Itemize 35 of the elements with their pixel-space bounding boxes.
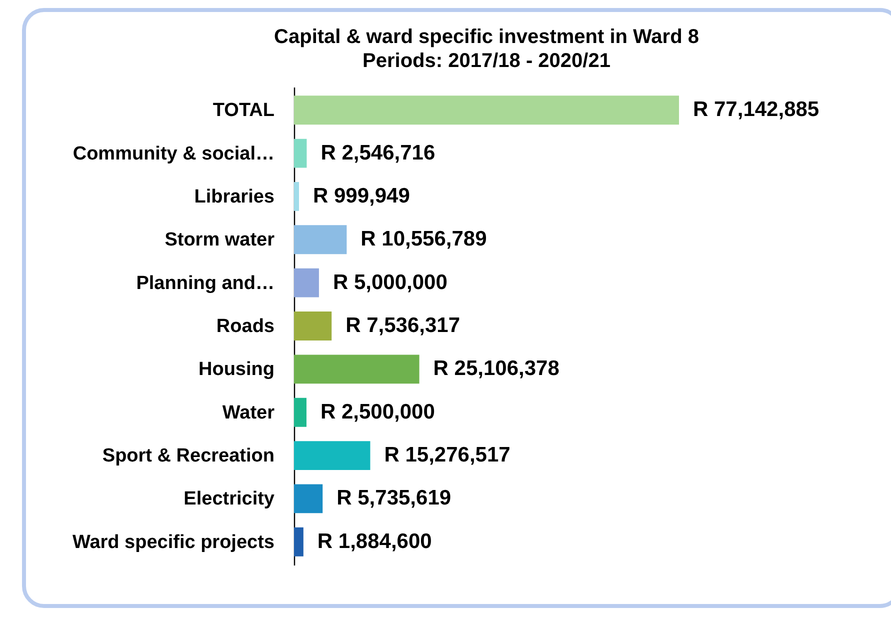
bar xyxy=(294,354,420,384)
bar xyxy=(294,312,332,340)
chart-title: Capital & ward specific investment in Ward 8 xyxy=(274,26,699,48)
bar xyxy=(294,398,306,427)
y-tick-label: Planning and… xyxy=(136,272,274,294)
y-tick-label: Water xyxy=(222,402,276,424)
y-tick-label: TOTAL xyxy=(212,100,275,122)
y-tick-label: Libraries xyxy=(194,186,274,208)
data-label: R 2,500,000 xyxy=(320,400,435,424)
y-tick-label: Electricity xyxy=(184,488,275,510)
data-label: R 15,276,517 xyxy=(384,444,510,467)
bar xyxy=(294,527,304,556)
data-label: R 25,106,378 xyxy=(433,357,560,380)
chart-subtitle: Periods: 2017/18 - 2020/21 xyxy=(362,50,610,72)
bar xyxy=(294,268,319,298)
data-label: R 77,142,885 xyxy=(693,98,820,122)
data-label: R 1,884,600 xyxy=(317,530,432,553)
bar xyxy=(294,484,323,514)
bar xyxy=(294,225,347,254)
y-tick-label: Housing xyxy=(198,359,274,380)
data-label: R 2,546,716 xyxy=(320,141,436,164)
bar xyxy=(294,138,307,168)
y-tick-label: Community & social… xyxy=(72,143,274,164)
y-tick-label: Ward specific projects xyxy=(72,532,274,553)
bar xyxy=(294,441,370,470)
y-tick-label: Sport & Recreation xyxy=(102,446,274,467)
data-label: R 5,000,000 xyxy=(332,270,448,294)
bar xyxy=(294,96,679,125)
y-tick-label: Storm water xyxy=(164,230,276,251)
y-tick-label: Roads xyxy=(216,316,274,337)
data-label: R 5,735,619 xyxy=(336,486,452,510)
data-label: R 7,536,317 xyxy=(346,314,460,337)
data-label: R 10,556,789 xyxy=(360,228,487,251)
data-label: R 999,949 xyxy=(312,184,410,208)
bar xyxy=(294,182,299,211)
